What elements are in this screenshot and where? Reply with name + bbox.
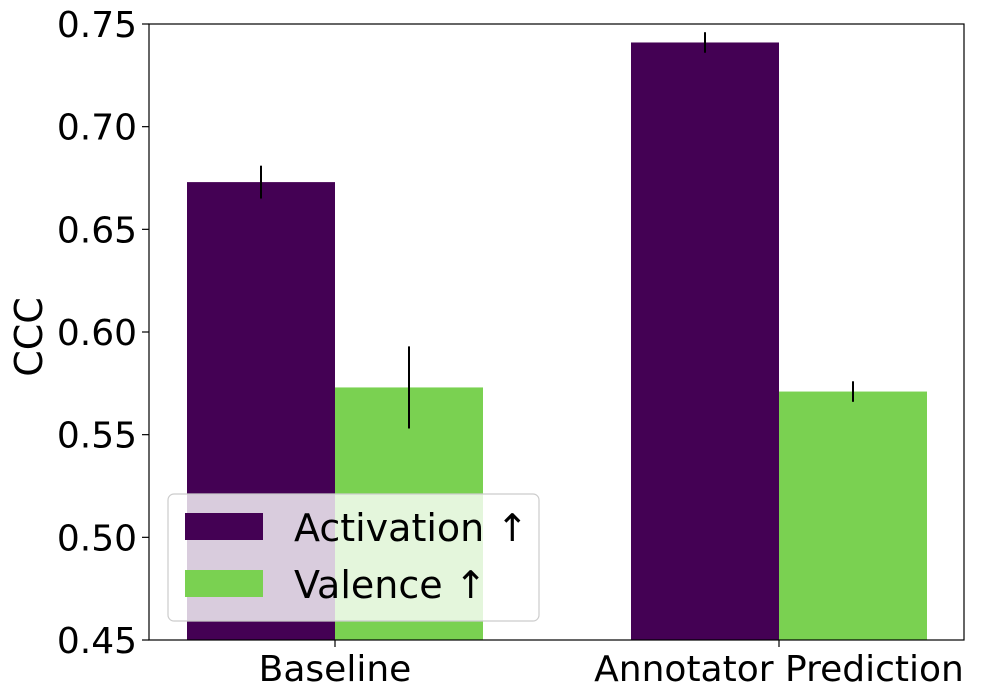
y-tick-label: 0.50 (57, 518, 137, 559)
legend: Activation ↑ Valence ↑ (167, 493, 540, 622)
legend-swatch-valence (185, 570, 263, 597)
bar-activation-1 (631, 42, 779, 641)
y-axis-ticks: 0.45 0.50 0.55 0.60 0.65 0.70 0.75 (57, 5, 149, 662)
y-tick-label: 0.65 (57, 210, 137, 251)
y-tick-label: 0.55 (57, 416, 137, 457)
legend-swatch-activation (185, 513, 263, 540)
legend-label-valence: Valence ↑ (294, 563, 487, 607)
legend-label-activation: Activation ↑ (294, 506, 528, 550)
x-tick-label: Baseline (259, 649, 412, 690)
y-tick-label: 0.75 (57, 5, 137, 46)
y-tick-label: 0.70 (57, 108, 137, 149)
y-tick-label: 0.45 (57, 621, 137, 662)
y-tick-label: 0.60 (57, 313, 137, 354)
bar-valence-1 (779, 391, 927, 640)
error-bars-group (260, 32, 854, 429)
y-axis-label: CCC (7, 297, 51, 377)
bars-group (187, 42, 927, 641)
x-axis-ticks: Baseline Annotator Prediction (259, 640, 964, 690)
x-tick-label: Annotator Prediction (594, 649, 964, 690)
